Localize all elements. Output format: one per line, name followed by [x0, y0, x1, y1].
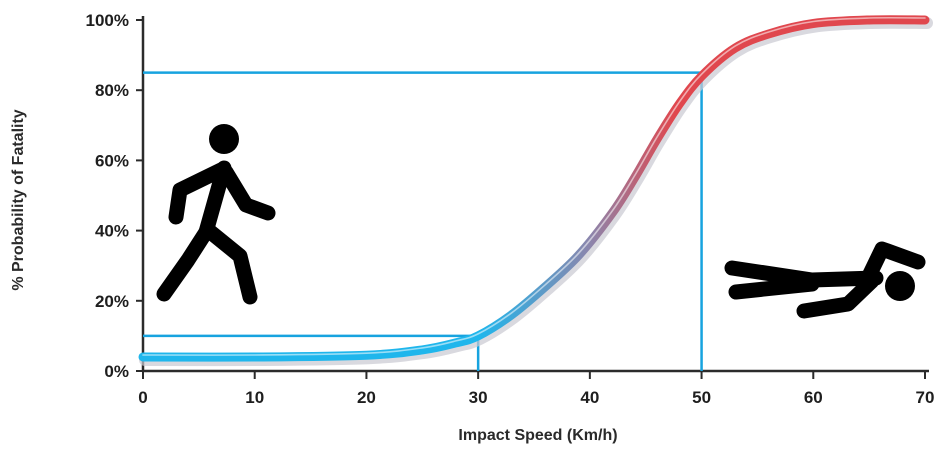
x-axis-ticks: 0 10 20 30 40 50 60 70 — [138, 371, 934, 407]
y-axis-ticks: 0% 20% 40% 60% 80% 100% — [86, 11, 143, 381]
x-tick-label: 10 — [245, 388, 264, 407]
x-tick-label: 0 — [138, 388, 147, 407]
x-tick-label: 20 — [357, 388, 376, 407]
x-tick-label: 70 — [916, 388, 935, 407]
y-tick-label: 80% — [95, 81, 129, 100]
series-curve — [138, 15, 930, 362]
fallen-pedestrian-icon — [724, 241, 926, 319]
y-axis-title: % Probability of Fatality — [10, 109, 27, 290]
walking-pedestrian-icon — [156, 124, 276, 305]
x-tick-label: 40 — [580, 388, 599, 407]
x-tick-label: 60 — [804, 388, 823, 407]
reference-lines — [143, 71, 703, 371]
x-tick-label: 50 — [692, 388, 711, 407]
x-axis-title: Impact Speed (Km/h) — [458, 427, 617, 444]
y-tick-label: 20% — [95, 292, 129, 311]
y-tick-label: 60% — [95, 151, 129, 170]
series-curve-highlight — [142, 16, 926, 356]
y-tick-label: 40% — [95, 222, 129, 241]
y-tick-label: 100% — [86, 11, 129, 30]
x-tick-label: 30 — [469, 388, 488, 407]
y-tick-label: 0% — [104, 362, 129, 381]
